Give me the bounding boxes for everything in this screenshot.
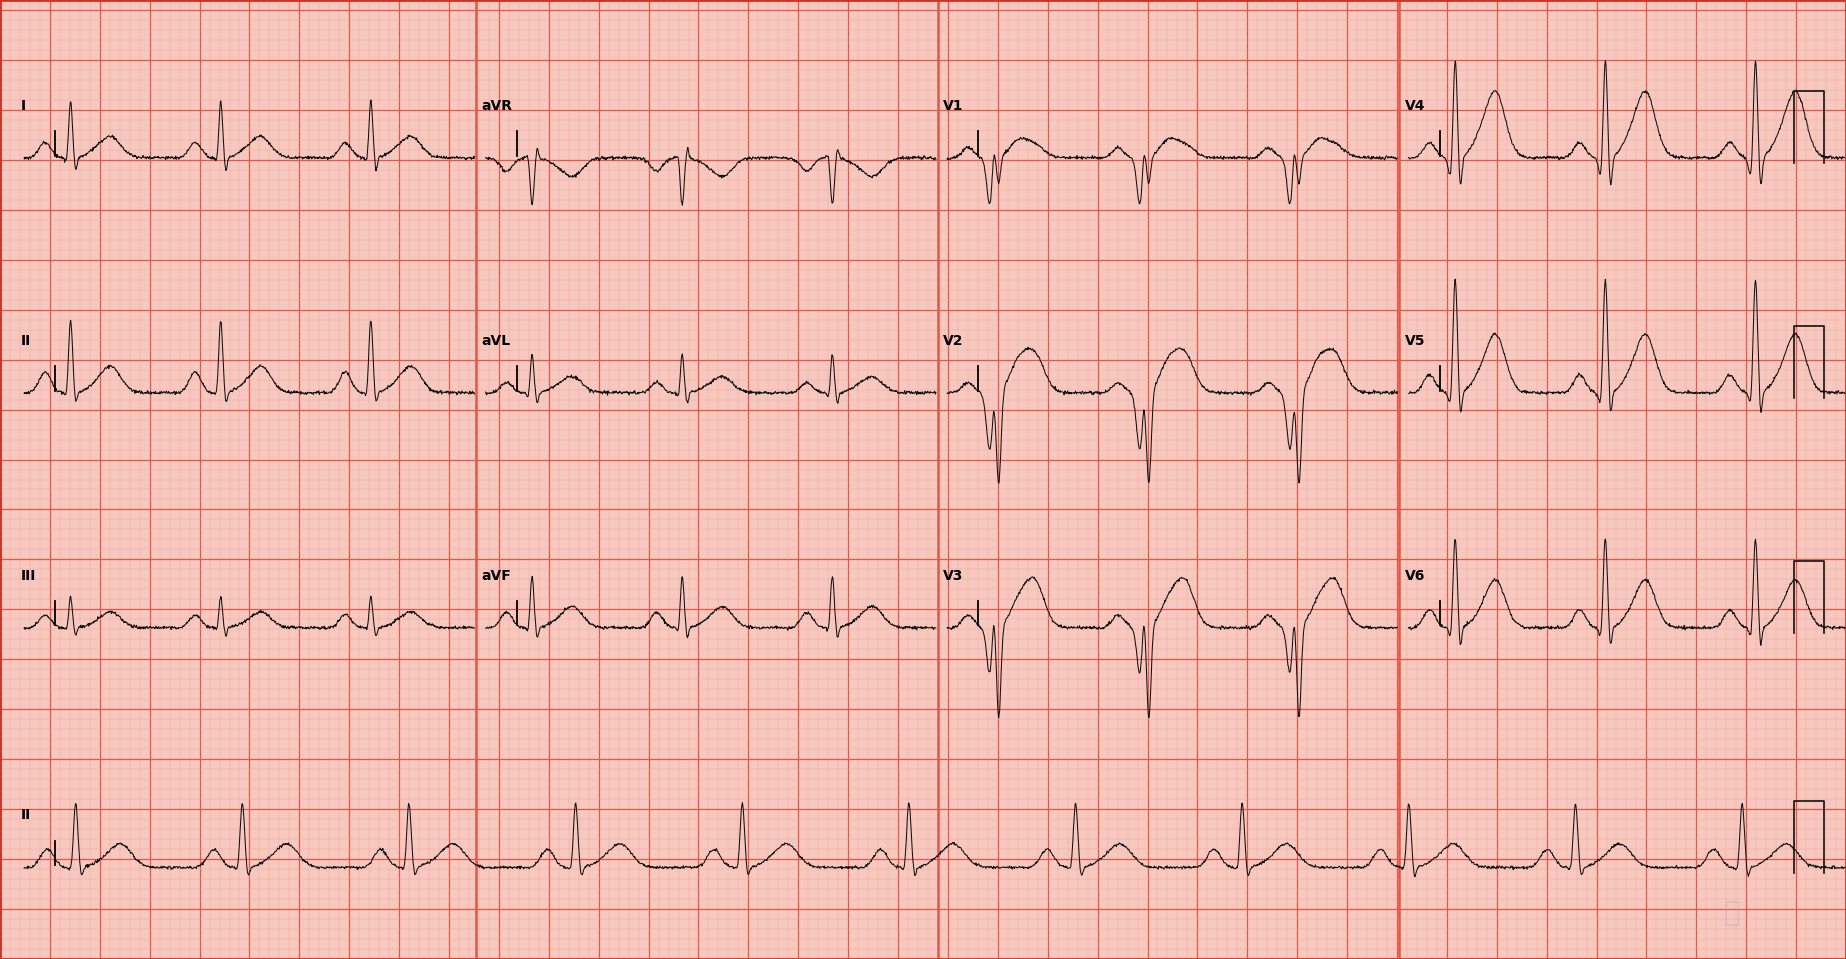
Text: V1: V1: [943, 99, 964, 113]
Text: V4: V4: [1405, 99, 1425, 113]
Text: V3: V3: [943, 569, 964, 583]
Text: aVR: aVR: [482, 99, 513, 113]
Text: V5: V5: [1405, 334, 1425, 348]
Text: II: II: [20, 334, 31, 348]
Text: I: I: [20, 99, 26, 113]
Text: V6: V6: [1405, 569, 1425, 583]
Text: V2: V2: [943, 334, 964, 348]
Text: aVF: aVF: [482, 569, 511, 583]
Text: aVL: aVL: [482, 334, 511, 348]
Text: II: II: [20, 808, 31, 823]
Text: III: III: [20, 569, 35, 583]
Text: 🦅: 🦅: [1722, 899, 1741, 927]
